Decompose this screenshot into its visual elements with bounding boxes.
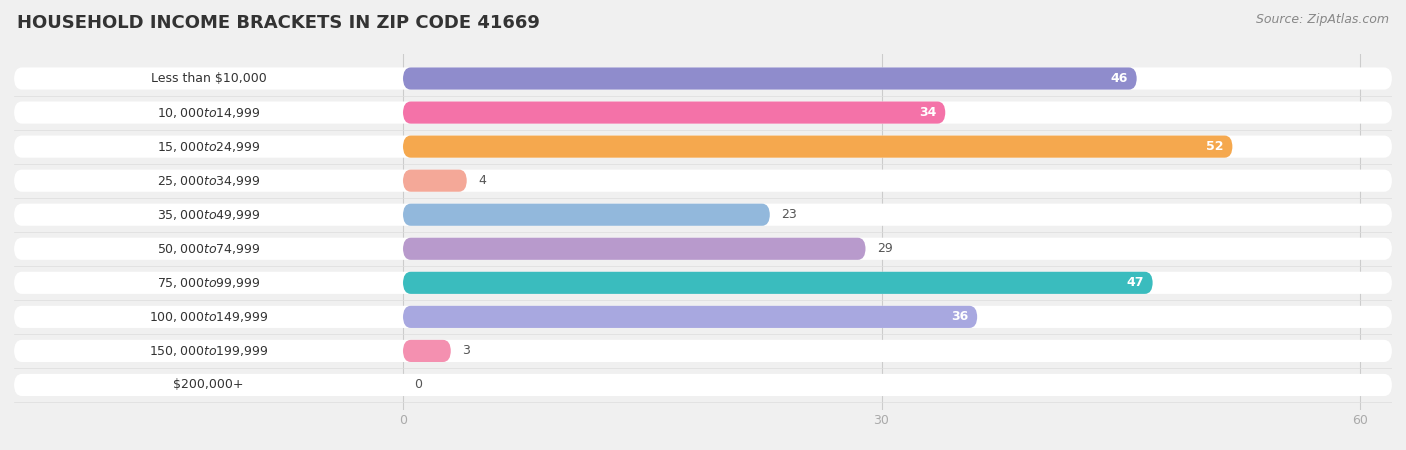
- FancyBboxPatch shape: [404, 204, 770, 226]
- FancyBboxPatch shape: [14, 340, 1392, 362]
- FancyBboxPatch shape: [404, 238, 866, 260]
- Text: Less than $10,000: Less than $10,000: [150, 72, 266, 85]
- Text: $75,000 to $99,999: $75,000 to $99,999: [156, 276, 260, 290]
- Text: 46: 46: [1111, 72, 1128, 85]
- Text: 34: 34: [920, 106, 936, 119]
- Text: $35,000 to $49,999: $35,000 to $49,999: [156, 208, 260, 222]
- Text: $150,000 to $199,999: $150,000 to $199,999: [149, 344, 269, 358]
- Text: 47: 47: [1126, 276, 1144, 289]
- FancyBboxPatch shape: [17, 137, 395, 156]
- FancyBboxPatch shape: [14, 68, 1392, 90]
- FancyBboxPatch shape: [17, 171, 395, 190]
- FancyBboxPatch shape: [17, 239, 395, 258]
- Text: $200,000+: $200,000+: [173, 378, 243, 392]
- FancyBboxPatch shape: [14, 170, 1392, 192]
- Text: 29: 29: [877, 242, 893, 255]
- FancyBboxPatch shape: [17, 103, 395, 122]
- Text: $25,000 to $34,999: $25,000 to $34,999: [156, 174, 260, 188]
- FancyBboxPatch shape: [14, 306, 1392, 328]
- Text: 23: 23: [780, 208, 797, 221]
- Text: 4: 4: [478, 174, 485, 187]
- FancyBboxPatch shape: [14, 238, 1392, 260]
- FancyBboxPatch shape: [14, 204, 1392, 226]
- Text: $15,000 to $24,999: $15,000 to $24,999: [156, 140, 260, 153]
- FancyBboxPatch shape: [404, 68, 1136, 90]
- FancyBboxPatch shape: [17, 69, 395, 88]
- FancyBboxPatch shape: [404, 102, 945, 124]
- FancyBboxPatch shape: [17, 273, 395, 292]
- FancyBboxPatch shape: [404, 135, 1233, 157]
- FancyBboxPatch shape: [17, 307, 395, 327]
- FancyBboxPatch shape: [14, 135, 1392, 157]
- Text: HOUSEHOLD INCOME BRACKETS IN ZIP CODE 41669: HOUSEHOLD INCOME BRACKETS IN ZIP CODE 41…: [17, 14, 540, 32]
- Text: Source: ZipAtlas.com: Source: ZipAtlas.com: [1256, 14, 1389, 27]
- Text: 52: 52: [1206, 140, 1223, 153]
- FancyBboxPatch shape: [404, 272, 1153, 294]
- FancyBboxPatch shape: [17, 375, 395, 395]
- FancyBboxPatch shape: [17, 341, 395, 360]
- Text: 3: 3: [463, 344, 470, 357]
- FancyBboxPatch shape: [14, 272, 1392, 294]
- Text: $50,000 to $74,999: $50,000 to $74,999: [156, 242, 260, 256]
- Text: $100,000 to $149,999: $100,000 to $149,999: [149, 310, 269, 324]
- FancyBboxPatch shape: [404, 340, 451, 362]
- Text: 36: 36: [950, 310, 969, 324]
- FancyBboxPatch shape: [17, 205, 395, 225]
- Text: $10,000 to $14,999: $10,000 to $14,999: [156, 106, 260, 120]
- FancyBboxPatch shape: [404, 306, 977, 328]
- FancyBboxPatch shape: [404, 170, 467, 192]
- FancyBboxPatch shape: [14, 102, 1392, 124]
- Text: 0: 0: [415, 378, 422, 392]
- FancyBboxPatch shape: [14, 374, 1392, 396]
